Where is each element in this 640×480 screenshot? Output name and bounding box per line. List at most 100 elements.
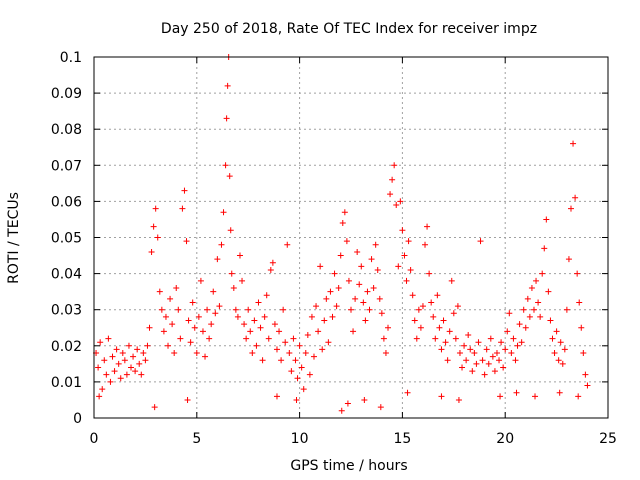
data-point [362, 317, 369, 324]
data-point [119, 350, 126, 357]
y-tick-label: 0.07 [51, 158, 82, 174]
data-point [109, 353, 116, 360]
data-point [576, 299, 583, 306]
data-point [327, 288, 334, 295]
y-tick-label: 0.01 [51, 375, 82, 391]
data-point [471, 350, 478, 357]
data-point [436, 324, 443, 331]
data-point [150, 223, 157, 230]
y-tick-label: 0.1 [60, 50, 82, 66]
data-point [278, 357, 285, 364]
data-point [181, 187, 188, 194]
data-point [189, 299, 196, 306]
data-point [584, 382, 591, 389]
data-point [344, 400, 351, 407]
data-point [555, 357, 562, 364]
data-point [121, 357, 128, 364]
data-point [146, 324, 153, 331]
data-point [241, 321, 248, 328]
data-point [377, 404, 384, 411]
data-point [132, 368, 139, 375]
data-point [574, 270, 581, 277]
data-point [310, 353, 317, 360]
data-point [395, 263, 402, 270]
data-point [210, 288, 217, 295]
data-point [220, 209, 227, 216]
grid-lines [94, 57, 608, 418]
data-point [513, 389, 520, 396]
y-tick-label: 0 [73, 411, 82, 427]
data-point [358, 263, 365, 270]
data-point [448, 277, 455, 284]
data-point [580, 350, 587, 357]
data-point [337, 252, 344, 259]
data-point [463, 357, 470, 364]
data-point [187, 339, 194, 346]
data-point [549, 335, 556, 342]
data-point [230, 285, 237, 292]
data-point [263, 292, 270, 299]
data-point [424, 223, 431, 230]
data-point [177, 335, 184, 342]
data-point [101, 357, 108, 364]
data-point [173, 285, 180, 292]
data-point [140, 350, 147, 357]
data-point [130, 353, 137, 360]
data-point [520, 306, 527, 313]
data-point [123, 371, 130, 378]
data-point [202, 353, 209, 360]
data-point [271, 321, 278, 328]
data-point [496, 357, 503, 364]
data-point [280, 306, 287, 313]
data-point [508, 350, 515, 357]
x-tick-label: 0 [90, 431, 99, 447]
data-point [572, 194, 579, 201]
y-tick-labels: 0 0.01 0.02 0.03 0.04 0.05 0.06 0.07 0.08 0.09 0.1 [51, 50, 82, 427]
data-point [345, 277, 352, 284]
data-point [553, 328, 560, 335]
data-point [335, 285, 342, 292]
data-point [417, 324, 424, 331]
data-point [134, 346, 141, 353]
data-point [385, 324, 392, 331]
data-point [165, 342, 172, 349]
data-point [473, 360, 480, 367]
data-point [167, 295, 174, 302]
data-points [93, 54, 591, 414]
data-point [459, 364, 466, 371]
data-point [343, 238, 350, 245]
data-point [251, 317, 258, 324]
x-tick-label: 25 [599, 431, 617, 447]
data-point [399, 227, 406, 234]
data-point [483, 346, 490, 353]
data-point [313, 303, 320, 310]
data-point [401, 252, 408, 259]
data-point [556, 389, 563, 396]
data-point [99, 386, 106, 393]
data-point [374, 266, 381, 273]
data-point [428, 299, 435, 306]
data-point [372, 241, 379, 248]
data-point [206, 335, 213, 342]
data-point [485, 360, 492, 367]
x-tick-labels: 0 5 10 15 20 25 [90, 431, 617, 447]
data-point [245, 306, 252, 313]
data-point [331, 270, 338, 277]
data-point [500, 364, 507, 371]
data-point [368, 256, 375, 263]
data-point [518, 339, 525, 346]
data-point [212, 310, 219, 317]
data-point [543, 216, 550, 223]
data-point [432, 335, 439, 342]
x-tick-label: 15 [393, 431, 411, 447]
data-point [350, 328, 357, 335]
data-point [162, 313, 169, 320]
data-point [341, 209, 348, 216]
data-point [193, 350, 200, 357]
data-point [97, 339, 104, 346]
data-point [438, 346, 445, 353]
y-tick-label: 0.08 [51, 122, 82, 138]
data-point [479, 357, 486, 364]
data-point [361, 396, 368, 403]
